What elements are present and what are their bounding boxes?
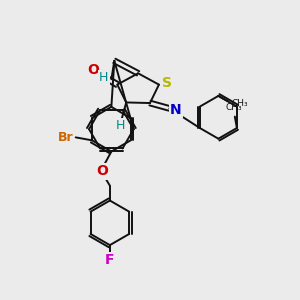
- Text: H: H: [99, 71, 109, 84]
- Text: CH₃: CH₃: [226, 103, 242, 112]
- Text: O: O: [97, 164, 108, 178]
- Text: F: F: [105, 253, 115, 267]
- Text: CH₃: CH₃: [232, 99, 248, 108]
- Text: Br: Br: [58, 131, 73, 144]
- Text: S: S: [162, 76, 172, 90]
- Text: O: O: [87, 63, 99, 77]
- Text: H: H: [116, 119, 125, 132]
- Text: N: N: [170, 103, 182, 117]
